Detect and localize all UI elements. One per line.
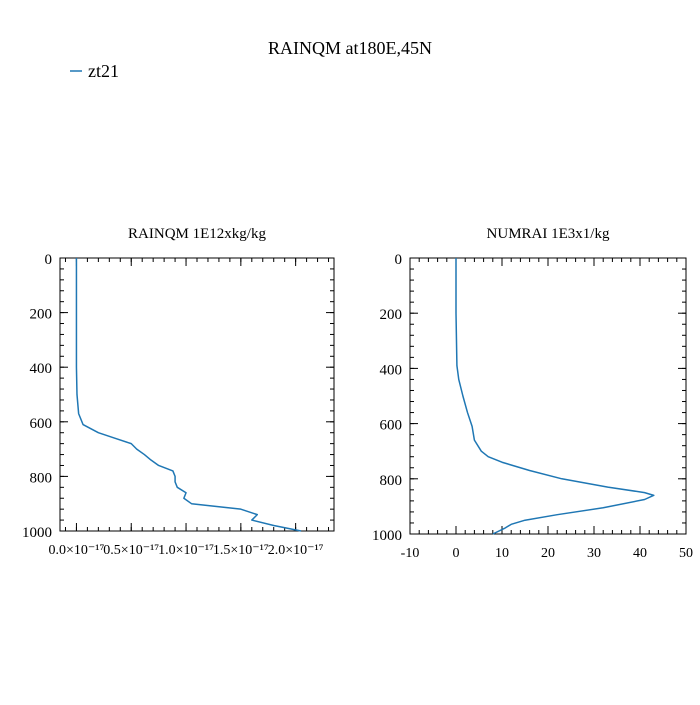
- x-tick-label: -10: [401, 546, 420, 561]
- y-tick-label: 600: [30, 416, 53, 432]
- series-line-zt21: [75, 258, 302, 532]
- x-tick-label: 30: [587, 546, 601, 561]
- y-tick-label: 200: [30, 307, 53, 323]
- x-tick-label: 40: [633, 546, 647, 561]
- series-line-zt21: [455, 258, 655, 535]
- x-tick-label: 20: [541, 546, 555, 561]
- panel-2: NUMRAI 1E3x1/kg 0 200 400 600 800 1000 -10 0 10 20…: [372, 226, 693, 561]
- y-tick-label: 1000: [22, 525, 52, 541]
- x-tick-label: 2.0×10⁻¹⁷: [268, 543, 324, 558]
- plot-frame: [59, 257, 335, 532]
- x-tick-label: 1.5×10⁻¹⁷: [213, 543, 269, 558]
- y-tick-label: 400: [380, 362, 403, 378]
- y-tick-label: 1000: [372, 528, 402, 544]
- y-tick-label: 800: [380, 473, 403, 489]
- y-tick-label: 800: [30, 470, 53, 486]
- y-tick-label: 0: [45, 252, 53, 268]
- x-tick-label: 0.5×10⁻¹⁷: [103, 543, 159, 558]
- figure-title: RAINQM at180E,45N: [268, 38, 432, 58]
- x-tick-label: 50: [679, 546, 693, 561]
- x-tick-label: 0: [453, 546, 460, 561]
- legend-label: zt21: [88, 61, 119, 81]
- y-tick-label: 400: [30, 361, 53, 377]
- y-tick-label: 200: [380, 307, 403, 323]
- x-tick-label: 1.0×10⁻¹⁷: [158, 543, 214, 558]
- panel-1: RAINQM 1E12xkg/kg 0 200 400 600 800 1000 0.0×10…: [22, 226, 335, 558]
- panel-title: NUMRAI 1E3x1/kg: [487, 226, 610, 242]
- panel-title: RAINQM 1E12xkg/kg: [128, 226, 266, 242]
- y-tick-label: 600: [380, 418, 403, 434]
- x-tick-label: 0.0×10⁻¹⁷: [49, 543, 105, 558]
- y-tick-label: 0: [395, 252, 403, 268]
- panels: RAINQM 1E12xkg/kg020040060080010000.0×10…: [22, 226, 693, 561]
- x-tick-label: 10: [495, 546, 509, 561]
